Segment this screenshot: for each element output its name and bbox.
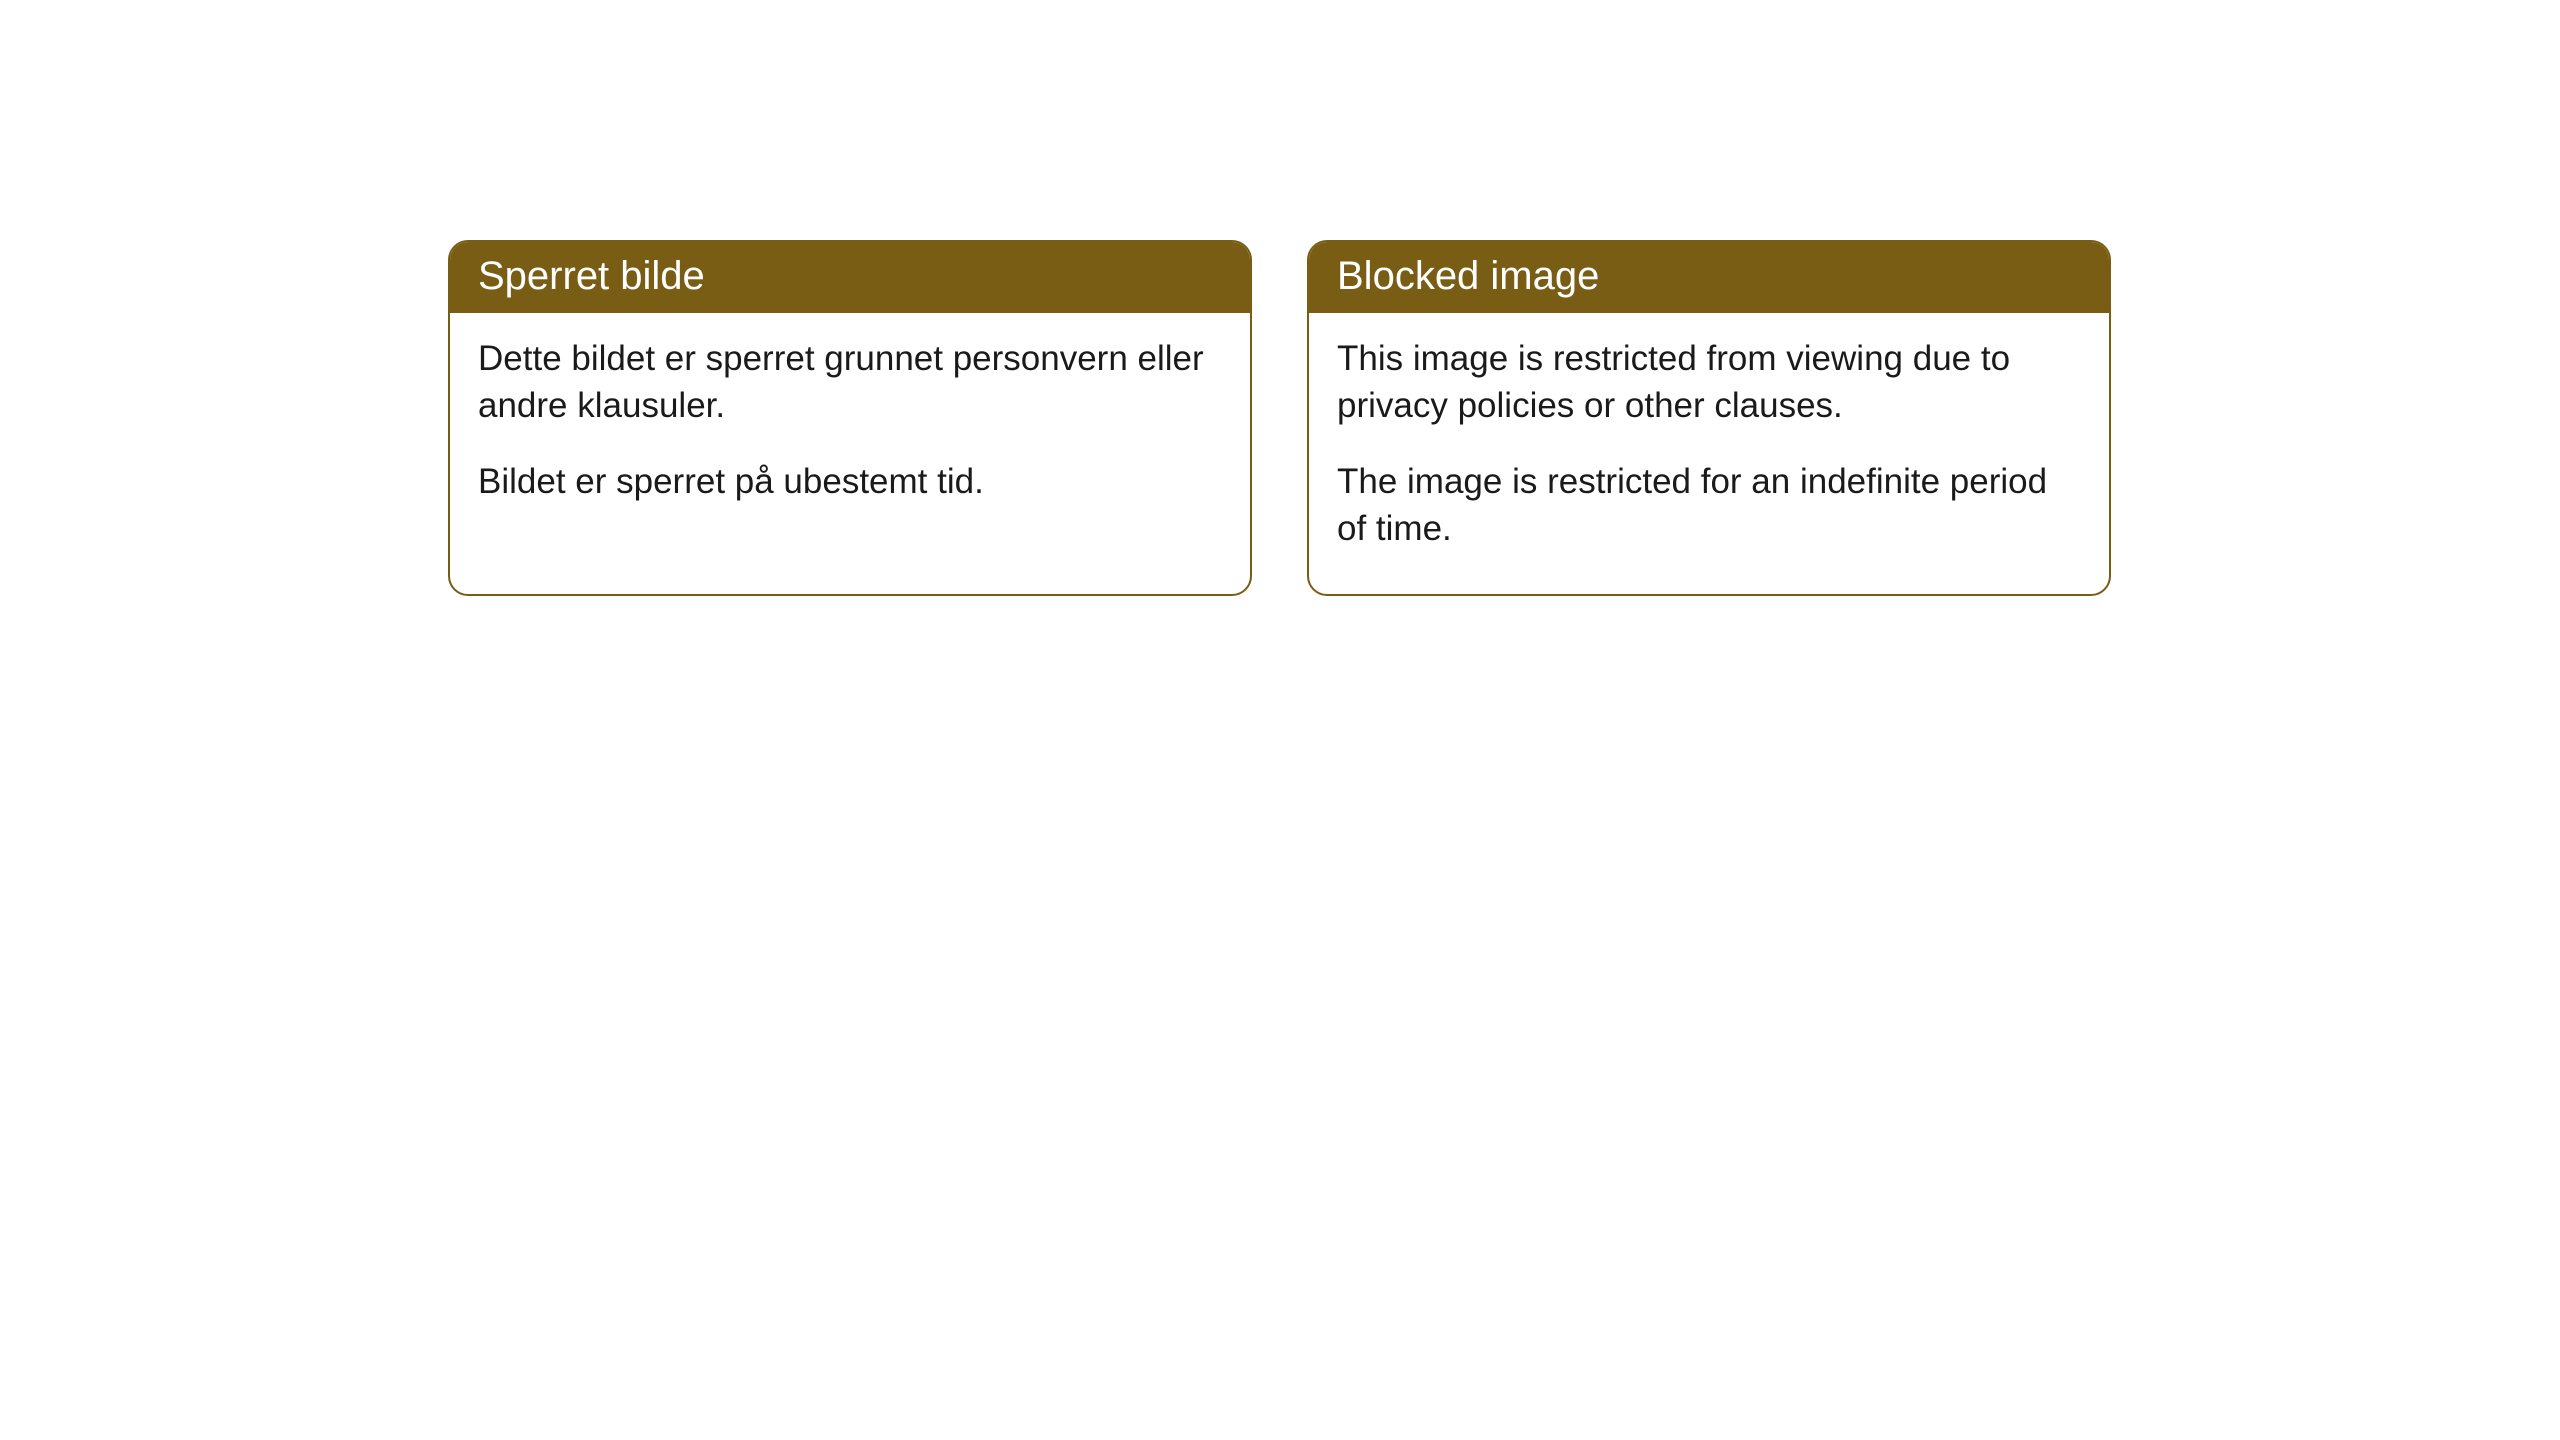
blocked-image-card-en: Blocked image This image is restricted f… bbox=[1307, 240, 2111, 596]
cards-container: Sperret bilde Dette bildet er sperret gr… bbox=[0, 0, 2560, 596]
card-header-en: Blocked image bbox=[1309, 242, 2109, 313]
card-no-paragraph-1: Dette bildet er sperret grunnet personve… bbox=[478, 335, 1222, 430]
card-en-paragraph-1: This image is restricted from viewing du… bbox=[1337, 335, 2081, 430]
blocked-image-card-no: Sperret bilde Dette bildet er sperret gr… bbox=[448, 240, 1252, 596]
card-body-no: Dette bildet er sperret grunnet personve… bbox=[450, 313, 1250, 547]
card-body-en: This image is restricted from viewing du… bbox=[1309, 313, 2109, 594]
card-en-paragraph-2: The image is restricted for an indefinit… bbox=[1337, 458, 2081, 553]
card-no-paragraph-2: Bildet er sperret på ubestemt tid. bbox=[478, 458, 1222, 505]
card-header-no: Sperret bilde bbox=[450, 242, 1250, 313]
